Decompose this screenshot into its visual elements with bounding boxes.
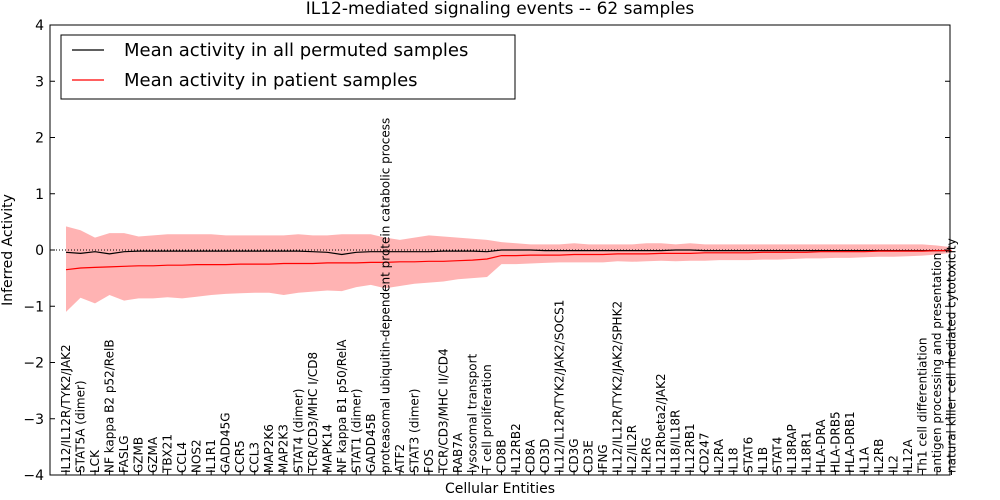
y-axis-ticks: −4 −3 −2 −1 0 1 2 3 4 <box>23 18 950 484</box>
x-tick-label: HLA-DRB1 <box>843 411 857 473</box>
x-tick-label: IL2RG <box>640 438 654 474</box>
x-tick-label: IL2RA <box>712 438 726 473</box>
x-tick-label: LCK <box>88 449 102 473</box>
x-tick-label: IL2RB <box>872 439 886 473</box>
legend-label: Mean activity in patient samples <box>124 70 418 91</box>
x-tick-label: TBX21 <box>161 434 175 474</box>
x-tick-label: GADD45G <box>219 412 233 473</box>
x-tick-label: FOS <box>422 449 436 473</box>
x-tick-label: IL1A <box>857 446 871 473</box>
x-tick-label: STAT6 <box>741 437 755 473</box>
x-tick-label: lysosomal transport <box>465 353 479 473</box>
x-tick-label: Th1 cell differentiation <box>915 337 929 474</box>
x-tick-label: IL12Rbeta2/JAK2 <box>654 373 668 473</box>
x-tick-label: CD8A <box>524 439 538 473</box>
chart-title: IL12-mediated signaling events -- 62 sam… <box>306 0 695 19</box>
legend-label: Mean activity in all permuted samples <box>124 40 468 61</box>
y-tick-label: 4 <box>35 18 44 34</box>
x-tick-label: STAT1 (dimer) <box>349 389 363 473</box>
y-tick-label: 3 <box>35 74 44 90</box>
x-tick-label: NF kappa B1 p50/RelA <box>335 339 349 473</box>
y-tick-label: −1 <box>23 299 44 315</box>
x-tick-label: IL12RB2 <box>509 423 523 473</box>
x-tick-label: STAT4 (dimer) <box>291 389 305 473</box>
x-tick-label: IL2 <box>886 455 900 473</box>
x-tick-label: MAP2K6 <box>262 424 276 473</box>
y-tick-label: 0 <box>35 243 44 259</box>
x-tick-label: STAT5A (dimer) <box>74 380 88 473</box>
x-tick-label: HLA-DRB5 <box>828 411 842 473</box>
x-tick-label: IL18 <box>727 448 741 474</box>
x-tick-label: MAP2K3 <box>277 424 291 473</box>
x-tick-label: antigen processing and presentation <box>930 253 944 473</box>
x-tick-label: IL12RB1 <box>683 423 697 473</box>
legend: Mean activity in all permuted samples Mea… <box>60 34 516 100</box>
x-tick-label: IL12A <box>901 439 915 473</box>
x-tick-label: T cell proliferation <box>480 364 494 474</box>
y-axis-label: Inferred Activity <box>0 194 16 306</box>
x-tick-label: ATF2 <box>393 444 407 473</box>
confidence-band <box>66 226 952 312</box>
y-tick-label: −2 <box>23 356 44 372</box>
x-tick-label: IL1R1 <box>204 439 218 473</box>
confidence-band-area <box>66 226 952 312</box>
plot-frame <box>49 24 951 476</box>
x-tick-label: CD3G <box>567 438 581 473</box>
x-tick-label: TCR/CD3/MHC II/CD4 <box>436 348 450 474</box>
series-line-patient <box>65 250 952 271</box>
y-tick-label: −4 <box>23 468 44 484</box>
x-tick-label: IFNG <box>596 444 610 473</box>
x-tick-label: IL18/IL18R <box>669 410 683 473</box>
x-tick-label: CCL4 <box>175 442 189 473</box>
x-tick-label: TCR/CD3/MHC I/CD8 <box>306 352 320 474</box>
x-tick-label: natural killer cell mediated cytotoxicit… <box>944 238 958 473</box>
x-tick-label: proteasomal ubiquitin-dependent protein … <box>378 118 392 473</box>
x-tick-label: CD3E <box>582 440 596 473</box>
x-tick-label: RAB7A <box>451 432 465 473</box>
x-tick-label: IL12/IL12R/TYK2/JAK2/SOCS1 <box>553 300 567 473</box>
x-tick-label: NF kappa B2 p52/RelB <box>103 339 117 473</box>
x-tick-label: CCR5 <box>233 440 247 473</box>
x-tick-label: NOS2 <box>190 439 204 473</box>
x-tick-label: STAT4 <box>770 437 784 473</box>
y-tick-label: 2 <box>35 131 44 147</box>
legend-box <box>60 34 516 100</box>
x-tick-label: IL18R1 <box>799 432 813 473</box>
x-tick-label: IL12/IL12R/TYK2/JAK2 <box>59 344 73 473</box>
series-lines <box>65 249 952 271</box>
y-tick-label: −3 <box>23 412 44 428</box>
x-axis-ticks: IL12/IL12R/TYK2/JAK2 STAT5A (dimer) LCK NF … <box>59 118 958 475</box>
x-axis-label: Cellular Entities <box>445 481 555 497</box>
series-line-permuted <box>65 249 952 256</box>
x-tick-label: MAPK14 <box>320 424 334 473</box>
x-tick-label: IL18RAP <box>785 424 799 473</box>
x-tick-label: IL12/IL12R/TYK2/JAK2/SPHK2 <box>611 301 625 473</box>
x-tick-label: GZMA <box>146 436 160 473</box>
x-tick-label: GZMB <box>132 437 146 473</box>
x-tick-label: FASLG <box>117 435 131 473</box>
x-tick-label: IL2/IL2R <box>625 425 639 473</box>
x-tick-label: CD247 <box>698 432 712 473</box>
x-tick-label: IL1B <box>756 447 770 473</box>
y-tick-label: 1 <box>35 187 44 203</box>
x-tick-label: CCL3 <box>248 442 262 473</box>
x-tick-label: CD3D <box>538 439 552 474</box>
x-tick-label: HLA-DRA <box>814 419 828 473</box>
x-tick-label: STAT3 (dimer) <box>407 389 421 473</box>
x-tick-label: GADD45B <box>364 414 378 474</box>
x-tick-label: CD8B <box>494 439 508 473</box>
